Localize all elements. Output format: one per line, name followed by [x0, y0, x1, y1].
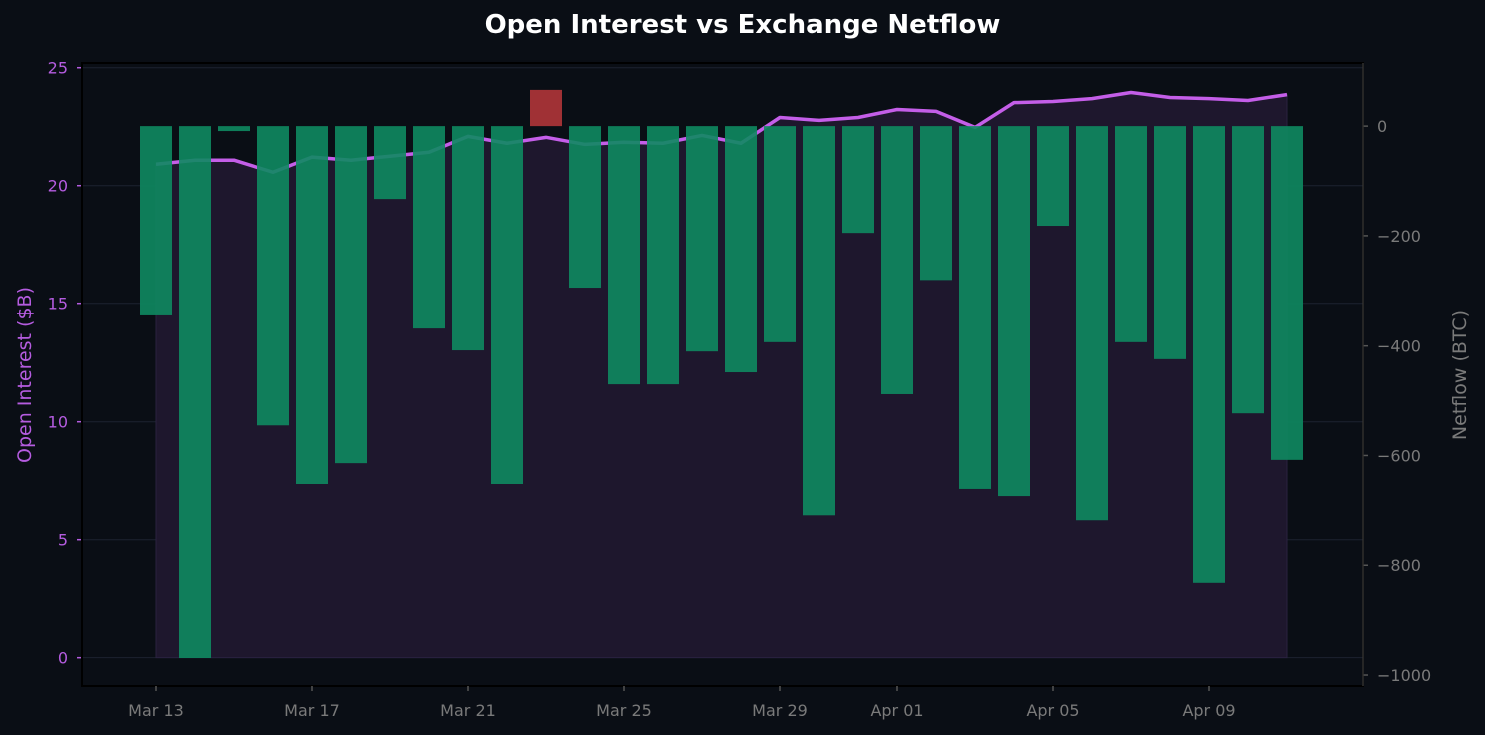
netflow-bar-inflow — [530, 89, 562, 127]
y-axis-label: Open Interest ($B) — [14, 287, 36, 463]
netflow-bar-outflow — [764, 126, 796, 342]
chart-title: Open Interest vs Exchange Netflow — [484, 10, 1001, 40]
x-tick-label: Mar 17 — [284, 701, 340, 720]
netflow-bar-outflow — [842, 126, 874, 234]
x-tick-label: Mar 21 — [440, 701, 496, 720]
right-tick-label: −600 — [1377, 446, 1421, 465]
netflow-bar-outflow — [998, 126, 1030, 497]
netflow-bar-outflow — [1115, 126, 1147, 342]
netflow-bar-outflow — [491, 126, 523, 485]
x-tick-label: Apr 01 — [870, 701, 923, 720]
x-tick-label: Apr 05 — [1026, 701, 1079, 720]
netflow-bar-outflow — [1232, 126, 1264, 414]
netflow-bar-outflow — [413, 126, 445, 329]
netflow-bar-outflow — [1076, 126, 1108, 521]
netflow-bar-outflow — [257, 126, 289, 426]
x-tick-label: Mar 13 — [128, 701, 184, 720]
netflow-bar-outflow — [803, 126, 835, 516]
right-tick-label: −800 — [1377, 556, 1421, 575]
left-tick-label: 10 — [48, 413, 68, 432]
y-axis-label-right: Netflow (BTC) — [1449, 310, 1471, 440]
x-tick-label: Mar 25 — [596, 701, 652, 720]
left-tick-label: 25 — [48, 59, 68, 78]
left-tick-label: 0 — [58, 649, 68, 668]
right-tick-label: −400 — [1377, 337, 1421, 356]
netflow-bar-outflow — [140, 126, 172, 315]
left-tick-label: 15 — [48, 295, 68, 314]
left-tick-label: 20 — [48, 177, 68, 196]
netflow-bar-outflow — [1154, 126, 1186, 359]
netflow-bar-outflow — [335, 126, 367, 464]
netflow-bar-outflow — [452, 126, 484, 351]
netflow-bar-outflow — [1193, 126, 1225, 583]
netflow-bar-outflow — [959, 126, 991, 489]
left-tick-label: 5 — [58, 531, 68, 550]
x-tick-label: Mar 29 — [752, 701, 808, 720]
right-tick-label: −200 — [1377, 227, 1421, 246]
netflow-bar-outflow — [1271, 126, 1303, 460]
netflow-bar-outflow — [686, 126, 718, 352]
right-tick-label: −1000 — [1377, 666, 1431, 685]
netflow-bar-outflow — [296, 126, 328, 485]
netflow-bar-outflow — [1037, 126, 1069, 227]
netflow-bar-outflow — [218, 126, 250, 132]
netflow-bar-outflow — [920, 126, 952, 281]
netflow-bar-outflow — [725, 126, 757, 373]
right-tick-label: 0 — [1377, 117, 1387, 136]
netflow-bar-outflow — [881, 126, 913, 394]
x-tick-label: Apr 09 — [1182, 701, 1235, 720]
netflow-bar-outflow — [647, 126, 679, 385]
netflow-bar-outflow — [569, 126, 601, 289]
netflow-bar-outflow — [374, 126, 406, 200]
netflow-bar-outflow — [179, 126, 211, 659]
netflow-bar-outflow — [608, 126, 640, 385]
